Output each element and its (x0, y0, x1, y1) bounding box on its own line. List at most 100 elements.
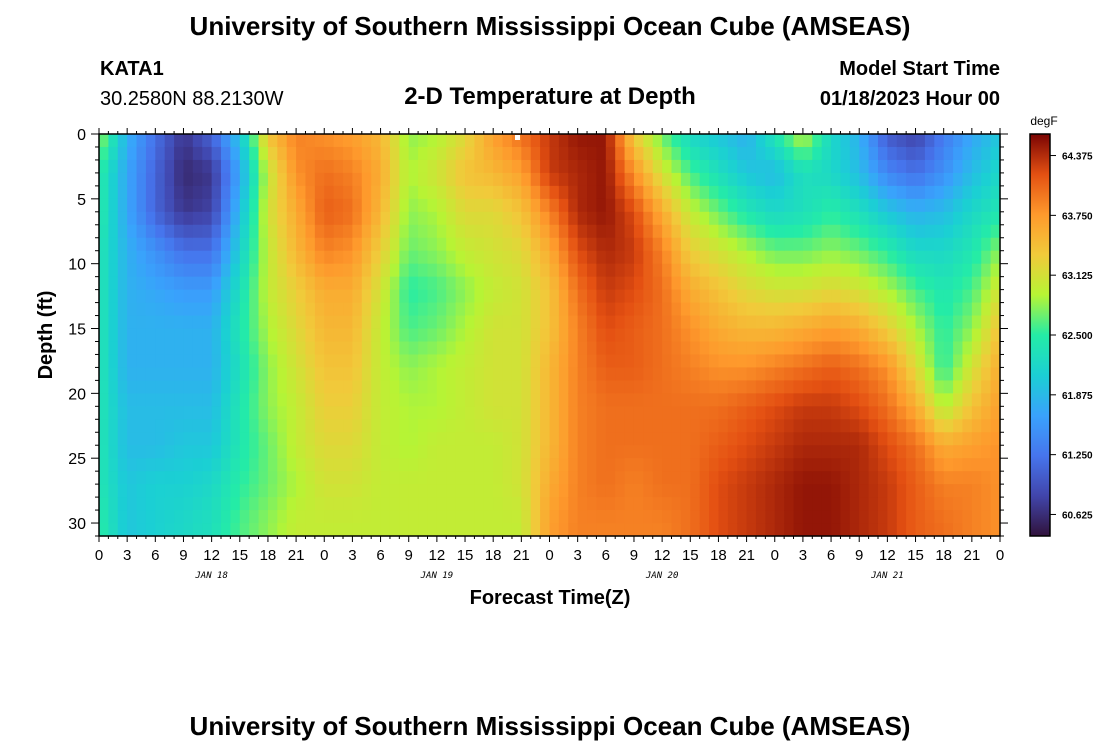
heatmap-cell (493, 172, 504, 187)
heatmap-cell (840, 159, 851, 174)
heatmap-cell (324, 510, 335, 524)
heatmap-cell (737, 380, 748, 394)
heatmap-cell (202, 367, 213, 381)
heatmap-cell (305, 276, 316, 291)
heatmap-cell (455, 510, 466, 524)
heatmap-cell (699, 367, 710, 381)
heatmap-cell (680, 393, 691, 407)
heatmap-cell (896, 172, 907, 187)
heatmap-cell (953, 289, 964, 304)
heatmap-cell (981, 185, 992, 200)
heatmap-cell (267, 146, 278, 161)
heatmap-cell (371, 367, 382, 381)
heatmap-cell (821, 276, 832, 291)
heatmap-cell (812, 497, 823, 511)
heatmap-cell (680, 380, 691, 394)
heatmap-cell (277, 172, 288, 187)
heatmap-cell (333, 224, 344, 239)
heatmap-cell (465, 328, 476, 343)
heatmap-cell (192, 250, 203, 265)
colorbar-tick-label: 60.625 (1062, 510, 1093, 521)
heatmap-cell (765, 458, 776, 472)
heatmap-cell (784, 484, 795, 498)
heatmap-cell (493, 237, 504, 252)
heatmap-cell (474, 211, 485, 226)
heatmap-cell (671, 510, 682, 524)
heatmap-cell (164, 419, 175, 433)
heatmap-cell (324, 134, 335, 148)
heatmap-cell (812, 471, 823, 485)
heatmap-cell (511, 198, 522, 213)
heatmap-cell (633, 172, 644, 187)
heatmap-cell (709, 185, 720, 200)
heatmap-cell (314, 276, 325, 291)
heatmap-cell (211, 250, 222, 265)
heatmap-cell (915, 289, 926, 304)
heatmap-cell (117, 146, 128, 161)
heatmap-cell (774, 328, 785, 343)
heatmap-cell (258, 445, 269, 459)
heatmap-cell (352, 497, 363, 511)
heatmap-cell (418, 328, 429, 343)
heatmap-cell (746, 211, 757, 226)
heatmap-cell (962, 237, 973, 252)
heatmap-cell (465, 445, 476, 459)
heatmap-cell (849, 172, 860, 187)
heatmap-cell (399, 445, 410, 459)
heatmap-cell (511, 159, 522, 174)
heatmap-cell (643, 484, 654, 498)
heatmap-cell (737, 354, 748, 369)
heatmap-cell (380, 302, 391, 317)
heatmap-cell (643, 276, 654, 291)
heatmap-cell (746, 146, 757, 161)
heatmap-cell (765, 276, 776, 291)
heatmap-cell (455, 134, 466, 148)
heatmap-cell (906, 211, 917, 226)
heatmap-cell (680, 224, 691, 239)
heatmap-cell (737, 172, 748, 187)
heatmap-cell (399, 523, 410, 537)
heatmap-cell (746, 134, 757, 148)
heatmap-cell (408, 393, 419, 407)
heatmap-cell (802, 471, 813, 485)
heatmap-cell (408, 159, 419, 174)
heatmap-cell (352, 211, 363, 226)
heatmap-cell (145, 185, 156, 200)
heatmap-cell (99, 380, 109, 394)
heatmap-cell (324, 224, 335, 239)
heatmap-cell (690, 315, 701, 330)
heatmap-cell (587, 224, 598, 239)
heatmap-cell (352, 328, 363, 343)
heatmap-cell (202, 510, 213, 524)
heatmap-cell (746, 341, 757, 356)
heatmap-cell (831, 445, 842, 459)
heatmap-cell (305, 172, 316, 187)
heatmap-cell (821, 198, 832, 213)
heatmap-cell (380, 237, 391, 252)
heatmap-cell (962, 458, 973, 472)
heatmap-cell (108, 419, 119, 433)
heatmap-cell (709, 406, 720, 420)
heatmap-cell (990, 523, 1001, 537)
heatmap-cell (877, 471, 888, 485)
heatmap-cell (502, 510, 513, 524)
heatmap-cell (549, 341, 560, 356)
heatmap-cell (99, 289, 109, 304)
heatmap-cell (502, 354, 513, 369)
heatmap-cell (765, 198, 776, 213)
heatmap-cell (511, 289, 522, 304)
heatmap-cell (924, 354, 935, 369)
heatmap-cell (896, 315, 907, 330)
heatmap-cell (709, 497, 720, 511)
heatmap-cell (202, 315, 213, 330)
heatmap-cell (380, 198, 391, 213)
heatmap-cell (568, 419, 579, 433)
heatmap-cell (455, 367, 466, 381)
heatmap-cell (145, 393, 156, 407)
heatmap-cell (389, 237, 400, 252)
heatmap-cell (230, 523, 241, 537)
heatmap-cell (859, 432, 870, 446)
heatmap-cell (671, 380, 682, 394)
heatmap-cell (558, 198, 569, 213)
heatmap-cell (605, 419, 616, 433)
